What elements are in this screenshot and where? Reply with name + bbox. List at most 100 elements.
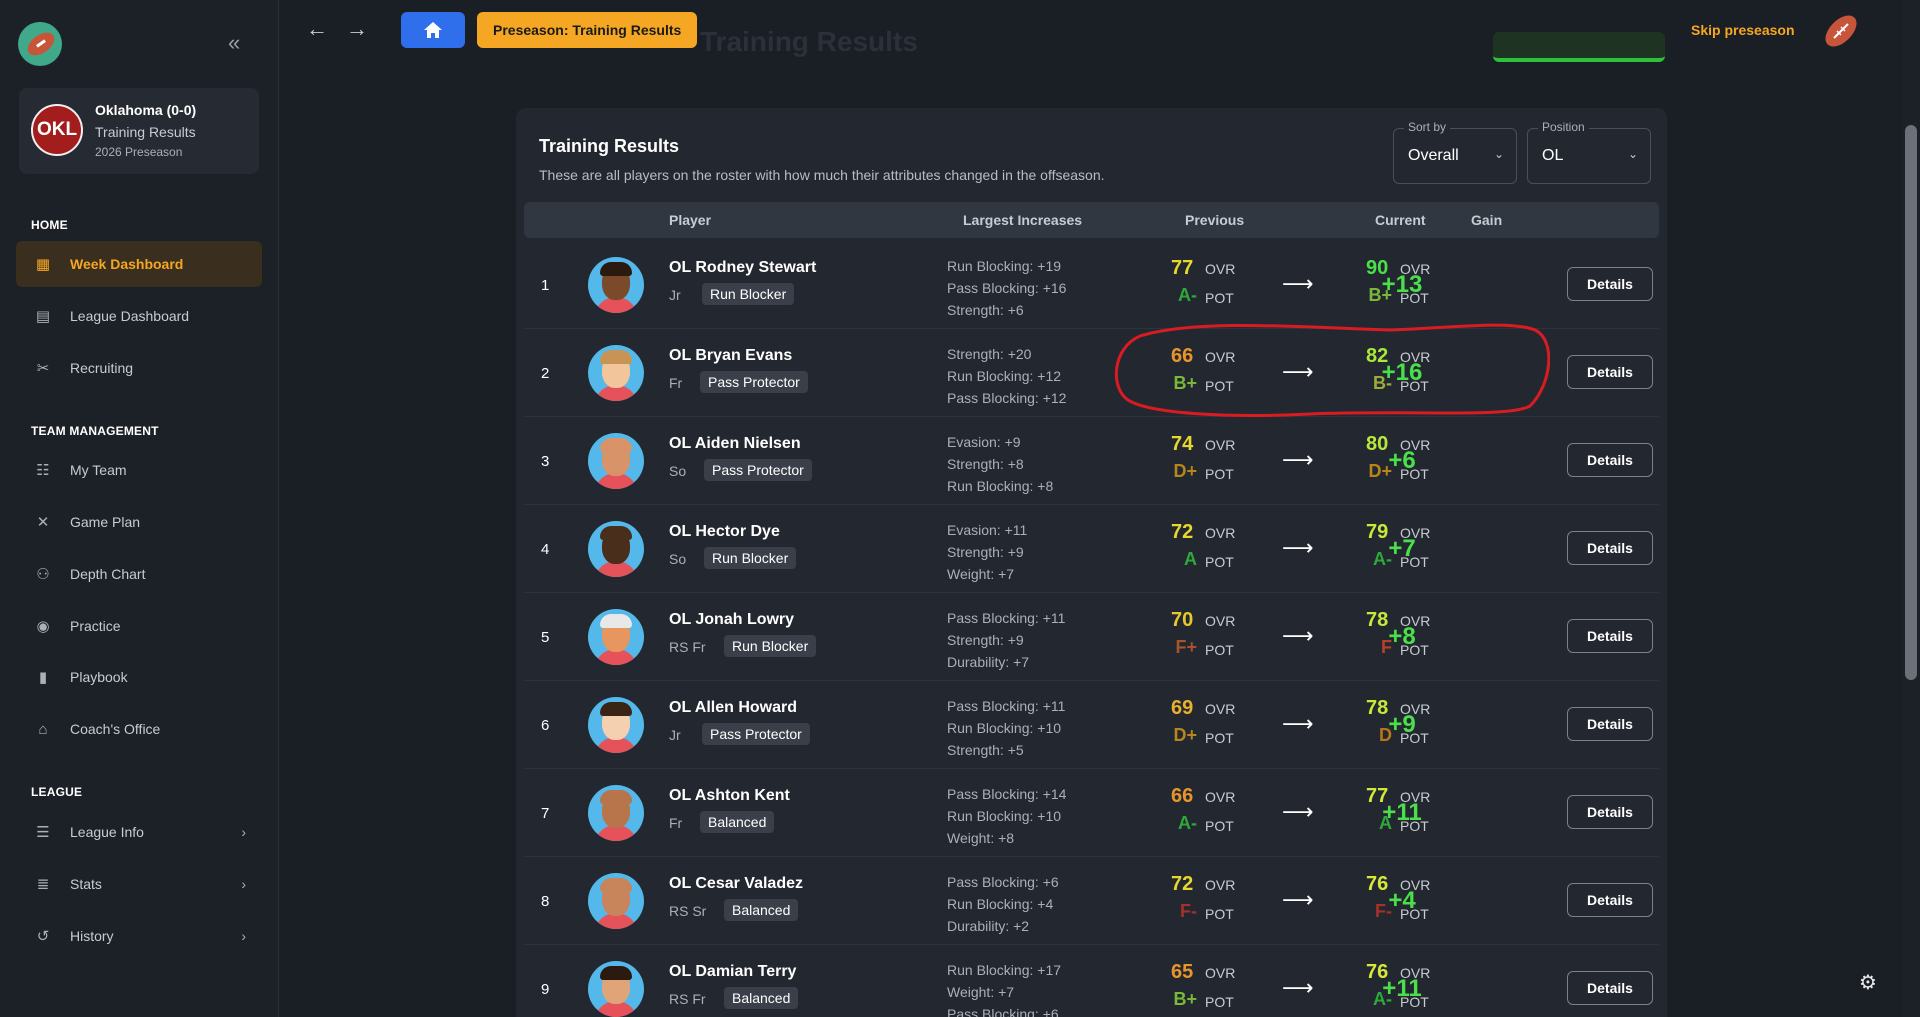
player-avatar[interactable] — [588, 257, 644, 313]
current-pot: B+ — [1368, 285, 1392, 305]
header-gain[interactable]: Gain — [1471, 212, 1503, 228]
sidebar-item-playbook[interactable]: ▮ Playbook — [16, 654, 262, 700]
table-row[interactable]: 5 OL Jonah Lowry RS Fr Run Blocker Pass … — [524, 593, 1659, 681]
current-ovr: 90 — [1366, 257, 1389, 279]
sidebar-item-history[interactable]: ↺ History › — [16, 913, 262, 959]
sidebar-item-my-team[interactable]: ☷ My Team — [16, 447, 262, 493]
back-arrow-icon[interactable]: ← — [306, 16, 328, 41]
details-button[interactable]: Details — [1567, 619, 1653, 653]
pot-label: POT — [1400, 554, 1429, 570]
table-row[interactable]: 9 OL Damian Terry RS Fr Balanced Run Blo… — [524, 945, 1659, 1017]
sidebar-item-league-dashboard[interactable]: ▤ League Dashboard — [16, 293, 262, 339]
nav-section-title: LEAGUE — [31, 785, 83, 799]
app-logo[interactable] — [18, 22, 62, 66]
current-pot: A — [1379, 813, 1392, 833]
player-avatar[interactable] — [588, 433, 644, 489]
player-name[interactable]: OL Allen Howard — [669, 699, 798, 716]
player-year: So — [669, 463, 687, 479]
increase-item: Run Blocking: +10 — [947, 720, 1062, 736]
breadcrumb[interactable]: Preseason: Training Results — [477, 12, 698, 48]
player-avatar[interactable] — [588, 961, 644, 1017]
table-row[interactable]: 8 OL Cesar Valadez RS Sr Balanced Pass B… — [524, 857, 1659, 945]
largest-increases: Pass Blocking: +11 Run Blocking: +10 Str… — [947, 695, 1065, 761]
sidebar-item-week-dashboard[interactable]: ▦ Week Dashboard — [16, 241, 262, 287]
arrow-right-icon: ⟶ — [1282, 799, 1314, 824]
team-icon: ☷ — [36, 462, 50, 479]
table-row[interactable]: 6 OL Allen Howard Jr Pass Protector Pass… — [524, 681, 1659, 769]
player-avatar[interactable] — [588, 697, 644, 753]
player-name[interactable]: OL Rodney Stewart — [669, 259, 817, 276]
current-ovr: 76 — [1366, 961, 1389, 983]
increase-item: Run Blocking: +10 — [947, 808, 1062, 824]
details-button[interactable]: Details — [1567, 443, 1653, 477]
player-name[interactable]: OL Aiden Nielsen — [669, 435, 801, 452]
current-pot: D — [1379, 725, 1392, 745]
player-name[interactable]: OL Hector Dye — [669, 523, 780, 540]
forward-arrow-icon[interactable]: → — [346, 16, 368, 41]
sidebar-item-game-plan[interactable]: ✕ Game Plan — [16, 499, 262, 545]
pot-label: POT — [1400, 906, 1429, 922]
player-name[interactable]: OL Jonah Lowry — [669, 611, 795, 628]
player-name[interactable]: OL Cesar Valadez — [669, 875, 803, 892]
details-button[interactable]: Details — [1567, 267, 1653, 301]
settings-gear-icon[interactable]: ⚙ — [1859, 971, 1877, 994]
player-name[interactable]: OL Bryan Evans — [669, 347, 793, 364]
player-avatar[interactable] — [588, 785, 644, 841]
collapse-sidebar-icon[interactable]: « — [228, 30, 241, 55]
increase-item: Strength: +8 — [947, 456, 1024, 472]
details-button[interactable]: Details — [1567, 795, 1653, 829]
home-button[interactable] — [401, 12, 465, 48]
current-pot: F- — [1375, 901, 1392, 921]
table-row[interactable]: 2 OL Bryan Evans Fr Pass Protector Stren… — [524, 329, 1659, 417]
sidebar-item-stats[interactable]: ≣ Stats › — [16, 861, 262, 907]
sidebar-item-league-info[interactable]: ☰ League Info › — [16, 809, 262, 855]
arrow-right-icon: ⟶ — [1282, 271, 1314, 296]
details-button[interactable]: Details — [1567, 531, 1653, 565]
player-avatar[interactable] — [588, 609, 644, 665]
current-ovr: 78 — [1366, 697, 1389, 719]
player-avatar[interactable] — [588, 873, 644, 929]
table-row[interactable]: 1 OL Rodney Stewart Jr Run Blocker Run B… — [524, 241, 1659, 329]
scrollbar-thumb[interactable] — [1905, 125, 1917, 680]
header-increases[interactable]: Largest Increases — [963, 212, 1083, 228]
header-player[interactable]: Player — [669, 212, 712, 228]
position-select[interactable]: Position OL ⌄ — [1527, 120, 1651, 184]
team-card[interactable]: OKL Oklahoma (0-0) Training Results 2026… — [19, 88, 259, 174]
depth-chart-icon: ⚇ — [36, 566, 50, 583]
player-avatar[interactable] — [588, 521, 644, 577]
page-title-faded: Training Results — [700, 26, 918, 57]
largest-increases: Strength: +20 Run Blocking: +12 Pass Blo… — [947, 343, 1066, 409]
pot-label: POT — [1400, 290, 1429, 306]
header-previous[interactable]: Previous — [1185, 212, 1245, 228]
player-name[interactable]: OL Ashton Kent — [669, 787, 790, 804]
current-ovr: 79 — [1366, 521, 1389, 543]
sidebar-item-depth-chart[interactable]: ⚇ Depth Chart — [16, 551, 262, 597]
sidebar-item-coach-s-office[interactable]: ⌂ Coach's Office — [16, 706, 262, 752]
rank: 5 — [541, 629, 550, 646]
player-avatar[interactable] — [588, 345, 644, 401]
table-row[interactable]: 7 OL Ashton Kent Fr Balanced Pass Blocki… — [524, 769, 1659, 857]
player-year: Jr — [669, 287, 681, 303]
details-button[interactable]: Details — [1567, 971, 1653, 1005]
details-button[interactable]: Details — [1567, 707, 1653, 741]
sidebar-item-practice[interactable]: ◉ Practice — [16, 603, 262, 649]
football-avatar-icon[interactable] — [1820, 10, 1862, 52]
table-row[interactable]: 3 OL Aiden Nielsen So Pass Protector Eva… — [524, 417, 1659, 505]
arrow-right-icon: ⟶ — [1282, 975, 1314, 1000]
header-current[interactable]: Current — [1375, 212, 1426, 228]
training-results-card: Training Results These are all players o… — [516, 108, 1667, 1017]
table-row[interactable]: 4 OL Hector Dye So Run Blocker Evasion: … — [524, 505, 1659, 593]
details-button[interactable]: Details — [1567, 883, 1653, 917]
details-button[interactable]: Details — [1567, 355, 1653, 389]
increase-item: Strength: +20 — [947, 346, 1032, 362]
sort-by-select[interactable]: Sort by Overall ⌄ — [1393, 120, 1517, 184]
table-header: Player Largest Increases Previous Curren… — [524, 202, 1659, 238]
sidebar-item-label: Playbook — [70, 669, 128, 685]
increase-item: Weight: +8 — [947, 830, 1015, 846]
sidebar-item-recruiting[interactable]: ✂ Recruiting — [16, 345, 262, 391]
pot-label: POT — [1400, 642, 1429, 658]
sidebar-item-label: Game Plan — [70, 514, 141, 530]
skip-preseason-link[interactable]: Skip preseason — [1691, 22, 1795, 38]
database-icon: ≣ — [36, 876, 50, 893]
player-name[interactable]: OL Damian Terry — [669, 963, 797, 980]
